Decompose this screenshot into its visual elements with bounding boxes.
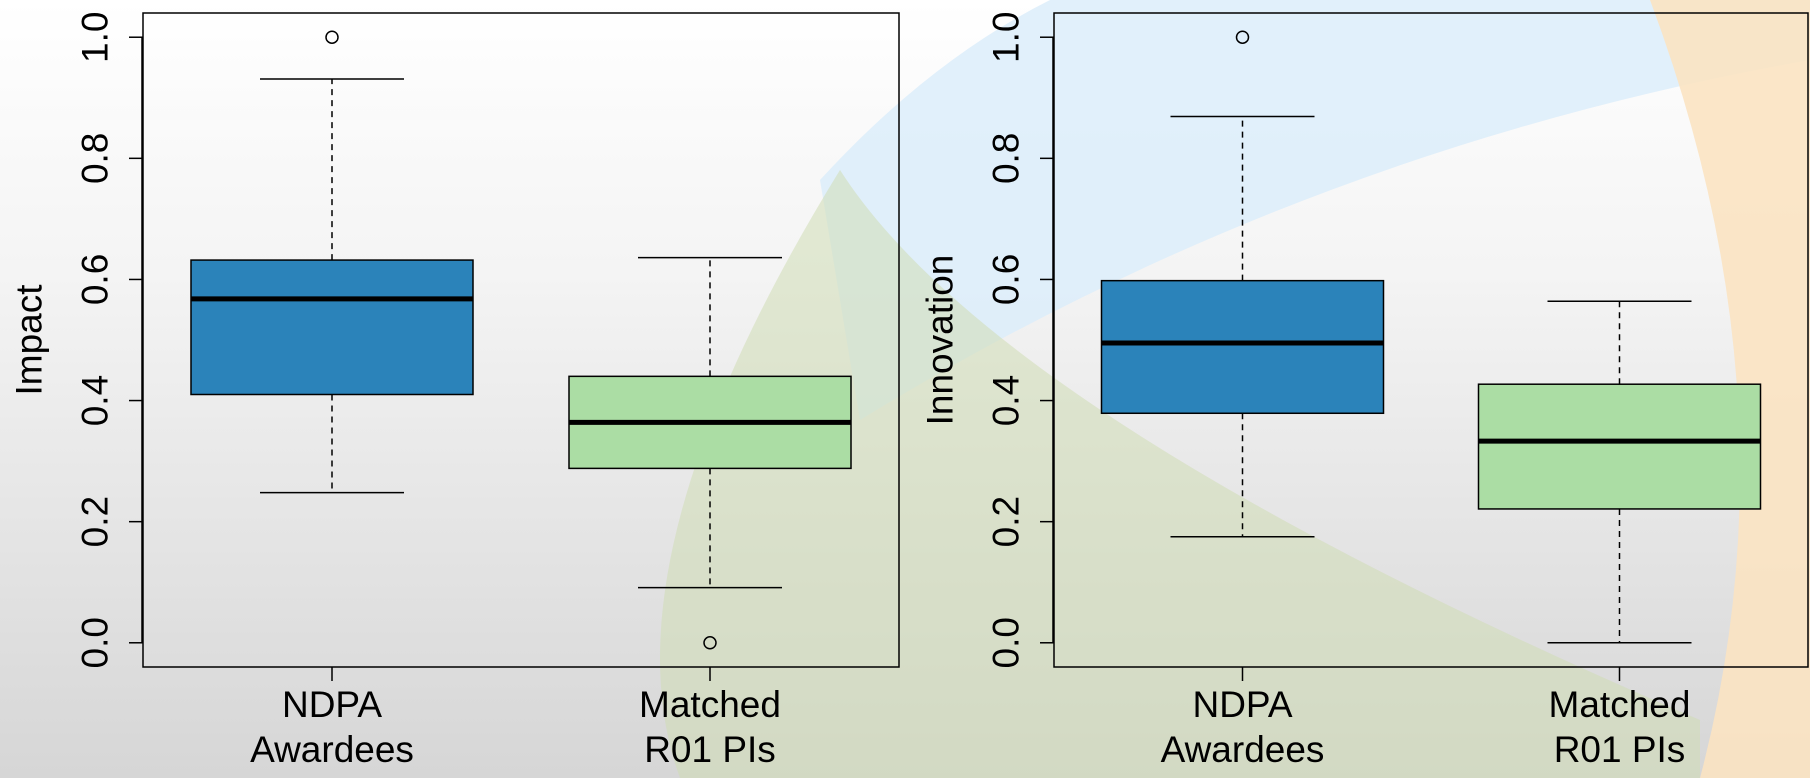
y-tick-label: 1.0 — [75, 12, 116, 63]
x-tick-label: Matched — [639, 684, 781, 725]
outlier — [1235, 30, 1250, 44]
y-tick-label: 0.8 — [986, 133, 1027, 184]
y-tick-label: 0.4 — [986, 375, 1027, 426]
box — [1100, 279, 1385, 415]
y-tick-label: 0.0 — [75, 617, 116, 668]
plot-frame — [1053, 12, 1809, 668]
x-tick-label: Awardees — [1161, 729, 1325, 770]
y-tick-label: 0.8 — [75, 133, 116, 184]
outlier — [703, 636, 717, 650]
plot-frame — [142, 12, 900, 668]
decor-green — [660, 170, 1700, 778]
y-tick-label: 0.4 — [75, 375, 116, 426]
x-tick-label: NDPA — [1192, 684, 1292, 725]
y-tick-label: 0.2 — [75, 496, 116, 547]
y-tick-label: 0.2 — [986, 496, 1027, 547]
x-tick-label: Awardees — [250, 729, 414, 770]
x-tick-label: Matched — [1549, 684, 1691, 725]
box — [190, 259, 474, 396]
x-tick-label: R01 PIs — [1554, 729, 1686, 770]
y-tick-label: 0.6 — [986, 254, 1027, 305]
y-tick-label: 1.0 — [986, 12, 1027, 63]
x-tick-label: R01 PIs — [644, 729, 776, 770]
x-tick-label: NDPA — [282, 684, 382, 725]
y-axis-label: Innovation — [920, 255, 961, 426]
y-tick-label: 0.6 — [75, 254, 116, 305]
outlier — [325, 30, 339, 44]
y-axis-label: Impact — [9, 284, 50, 396]
y-tick-label: 0.0 — [986, 617, 1027, 668]
decor-blue — [820, 0, 1810, 420]
box — [1477, 383, 1762, 510]
decor-orange — [1650, 0, 1810, 778]
